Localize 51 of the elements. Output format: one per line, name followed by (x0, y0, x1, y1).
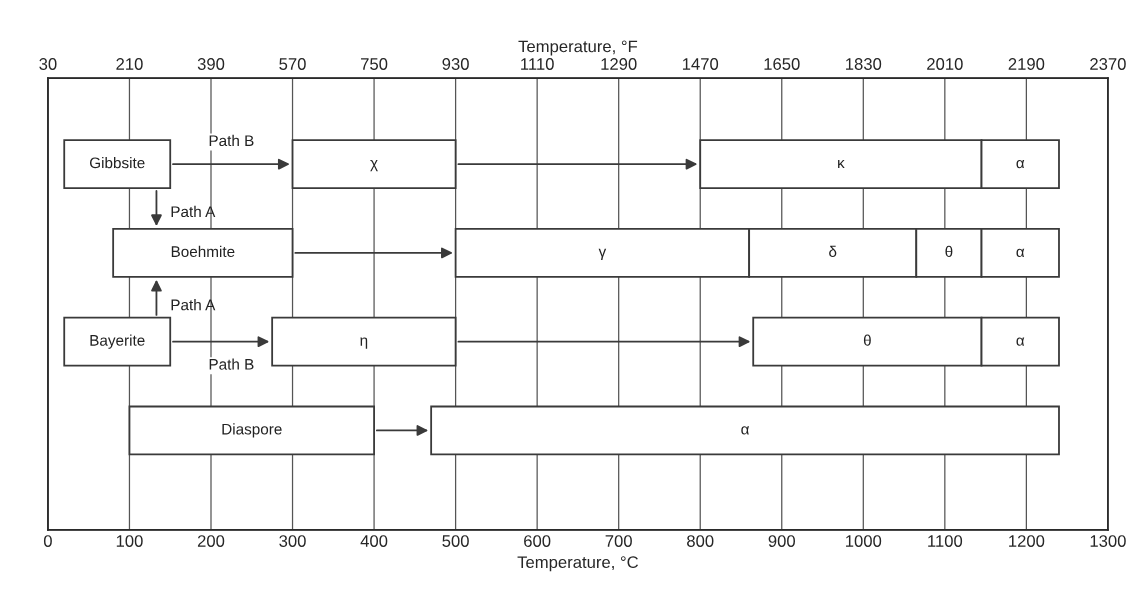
x-tick-label: 500 (442, 535, 469, 547)
x-tick-label: 200 (197, 535, 225, 547)
data-label: Diaspore (222, 423, 282, 438)
annotation: Path B (209, 134, 254, 147)
x2-tick-label: 1830 (846, 58, 882, 70)
bar (430, 405, 1060, 456)
x2-tick-label: 570 (279, 58, 306, 70)
x2-tick-label: 390 (197, 58, 225, 70)
x2-tick-label: 930 (442, 58, 469, 70)
x-tick-label: 1000 (846, 535, 882, 547)
data-label: θ (863, 334, 871, 346)
x-axis-title: Temperature, °C (517, 556, 639, 572)
x-tick-label: 600 (524, 535, 551, 547)
x-tick-label: 0 (43, 535, 52, 547)
x-tick-label: 1300 (1090, 535, 1126, 547)
x2-tick-label: 750 (361, 58, 388, 70)
x2-tick-label: 2370 (1090, 58, 1126, 70)
data-label: η (360, 337, 368, 349)
x-tick-label: 300 (279, 535, 306, 547)
data-label: χ (370, 159, 378, 172)
x-tick-label: 700 (605, 535, 632, 547)
x2-tick-label: 1650 (764, 58, 800, 70)
x-tick-label: 1100 (928, 535, 963, 547)
data-label: α (741, 426, 750, 435)
x2-tick-label: 210 (116, 58, 143, 70)
x-tick-label: 900 (768, 535, 796, 547)
x2-tick-label: 1470 (682, 58, 719, 70)
x2-axis-title: Temperature, °F (518, 40, 638, 56)
x-tick-label: 1200 (1009, 535, 1045, 547)
annotation: Path A (171, 299, 216, 311)
x-tick-label: 400 (360, 535, 388, 547)
data-label: Gibbsite (89, 157, 145, 169)
annotation: Path B (209, 358, 254, 370)
annotation: Path A (171, 205, 216, 218)
data-label: θ (945, 245, 953, 258)
data-label: Boehmite (171, 245, 235, 258)
data-label: κ (838, 160, 845, 169)
data-label: Bayerite (90, 334, 145, 349)
data-label: α (1016, 248, 1025, 258)
x-tick-label: 100 (116, 535, 143, 547)
x2-tick-label: 30 (39, 58, 57, 70)
x2-tick-label: 2190 (1008, 58, 1045, 70)
x2-tick-label: 1290 (601, 58, 637, 70)
data-label: γ (598, 248, 607, 261)
bar (112, 228, 294, 278)
data-label: α (1016, 337, 1025, 346)
x2-tick-label: 1110 (521, 58, 554, 70)
data-label: α (1016, 159, 1025, 169)
x2-tick-label: 2010 (927, 58, 963, 70)
data-label: δ (829, 245, 837, 258)
x-tick-label: 800 (687, 535, 714, 547)
